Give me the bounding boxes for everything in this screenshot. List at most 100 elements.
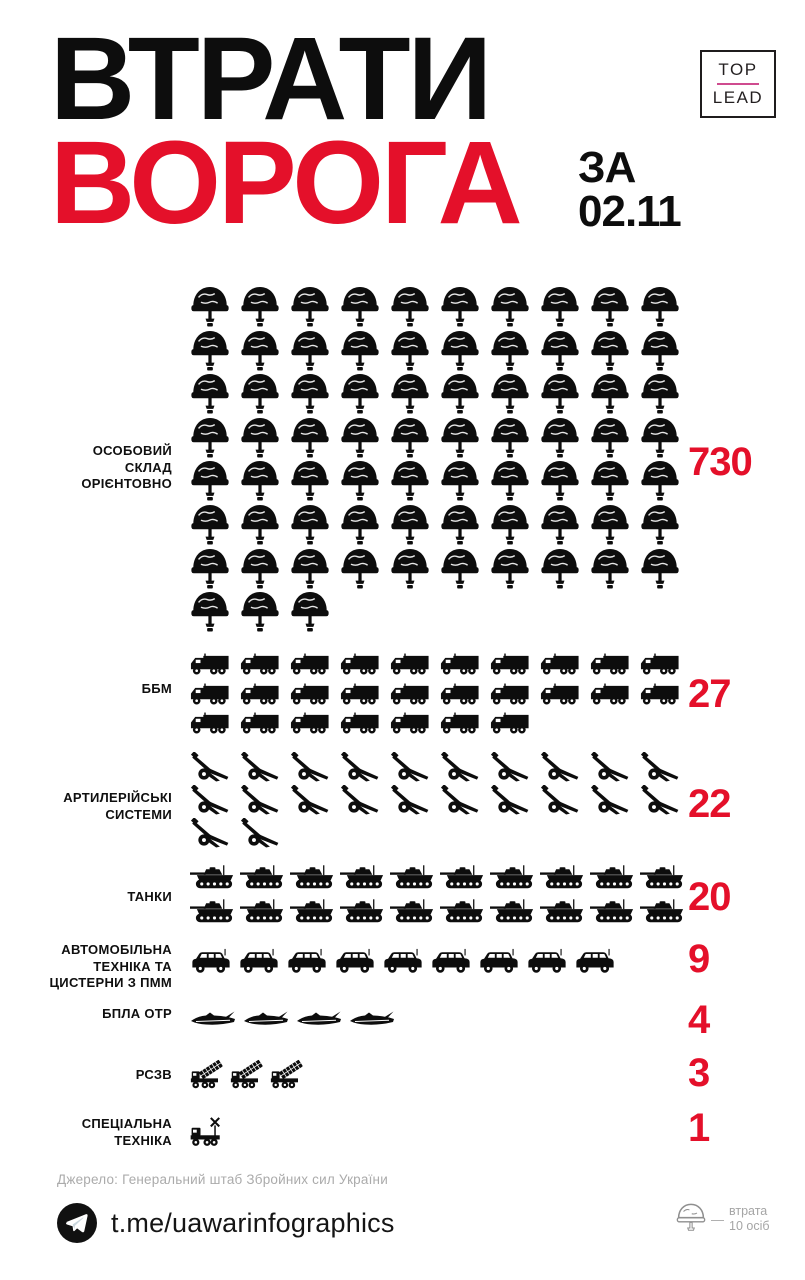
helmet-icon: [490, 460, 540, 504]
tank-icon: [490, 865, 540, 899]
helmet-icon: [440, 373, 490, 417]
helmet-icon: [490, 548, 540, 592]
apc-icon: [540, 653, 590, 683]
tank-icon: [440, 899, 490, 933]
apc-icon: [240, 683, 290, 713]
row-label-tanks: ТАНКИ: [127, 889, 172, 904]
date-value: 02.11: [578, 187, 682, 236]
tank-icon: [190, 899, 240, 933]
drone-icon: [243, 1010, 296, 1028]
helmet-icon: [540, 286, 590, 330]
date-prefix: ЗА: [578, 143, 636, 192]
apc-icon: [190, 683, 240, 713]
helmet-icon: [590, 286, 640, 330]
apc-icon: [640, 683, 690, 713]
helmet-icon: [590, 373, 640, 417]
icon-grid-bbm: [190, 653, 690, 742]
apc-icon: [290, 712, 340, 742]
row-label-mlrs: РСЗВ: [135, 1067, 172, 1082]
helmet-icon: [440, 504, 490, 548]
tank-icon: [390, 899, 440, 933]
artillery-icon: [540, 752, 590, 785]
apc-icon: [490, 653, 540, 683]
helmet-icon: [640, 286, 690, 330]
logo-bottom-text: LEAD: [712, 88, 764, 107]
row-label-uav: БПЛА ОТР: [102, 1006, 172, 1021]
apc-icon: [440, 683, 490, 713]
mlrs-icon: [230, 1057, 270, 1093]
helmet-icon: [440, 460, 490, 504]
tank-icon: [390, 865, 440, 899]
helmet-icon: [390, 286, 440, 330]
row-value-mlrs: 3: [688, 1051, 710, 1095]
helmet-icon: [240, 591, 290, 635]
helmet-icon: [290, 417, 340, 461]
source-note: Джерело: Генеральний штаб Збройних сил У…: [57, 1172, 388, 1187]
row-label-bbm: ББМ: [141, 681, 172, 696]
artillery-icon: [440, 785, 490, 818]
artillery-icon: [640, 785, 690, 818]
helmet-icon: [290, 330, 340, 374]
helmet-icon: [290, 504, 340, 548]
tank-icon: [590, 865, 640, 899]
helmet-icon: [340, 548, 390, 592]
helmet-icon: [540, 504, 590, 548]
apc-icon: [340, 712, 390, 742]
helmet-icon: [240, 286, 290, 330]
helmet-icon: [540, 373, 590, 417]
helmet-icon: [390, 504, 440, 548]
helmet-icon: [240, 373, 290, 417]
jeep-icon: [190, 948, 238, 978]
logo-divider-line: [717, 83, 759, 85]
helmet-icon: [540, 460, 590, 504]
helmet-icon: [190, 417, 240, 461]
row-value-personnel: 730: [688, 440, 753, 484]
helmet-icon: [340, 373, 390, 417]
artillery-icon: [290, 752, 340, 785]
icon-grid-artillery: [190, 752, 690, 851]
helmet-icon: [490, 286, 540, 330]
apc-icon: [190, 712, 240, 742]
special-vehicle-icon: [190, 1117, 230, 1149]
helmet-icon: [240, 330, 290, 374]
artillery-icon: [640, 752, 690, 785]
artillery-icon: [290, 785, 340, 818]
jeep-icon: [526, 948, 574, 978]
jeep-icon: [334, 948, 382, 978]
tank-icon: [190, 865, 240, 899]
helmet-icon: [590, 330, 640, 374]
helmet-icon: [590, 417, 640, 461]
apc-icon: [390, 653, 440, 683]
helmet-icon: [290, 460, 340, 504]
artillery-icon: [190, 818, 240, 851]
helmet-icon: [390, 548, 440, 592]
helmet-icon: [640, 504, 690, 548]
apc-icon: [540, 683, 590, 713]
icon-grid-auto: [190, 948, 670, 978]
helmet-icon: [390, 330, 440, 374]
legend-dash: —: [711, 1211, 724, 1227]
date-block: ЗА 02.11: [578, 143, 682, 236]
icon-grid-special: [190, 1117, 590, 1149]
mlrs-icon: [190, 1057, 230, 1093]
apc-icon: [240, 653, 290, 683]
helmet-icon: [640, 330, 690, 374]
helmet-icon: [590, 460, 640, 504]
artillery-icon: [490, 785, 540, 818]
artillery-icon: [490, 752, 540, 785]
tank-icon: [290, 865, 340, 899]
helmet-icon: [440, 286, 490, 330]
artillery-icon: [590, 752, 640, 785]
helmet-icon: [640, 548, 690, 592]
helmet-icon: [640, 373, 690, 417]
tank-icon: [590, 899, 640, 933]
drone-icon: [190, 1010, 243, 1028]
helmet-icon: [190, 591, 240, 635]
telegram-icon: [57, 1203, 97, 1243]
legend-text: втрата 10 осіб: [729, 1204, 770, 1233]
apc-icon: [240, 712, 290, 742]
helmet-icon: [390, 417, 440, 461]
helmet-icon: [340, 330, 390, 374]
apc-icon: [490, 683, 540, 713]
artillery-icon: [340, 752, 390, 785]
